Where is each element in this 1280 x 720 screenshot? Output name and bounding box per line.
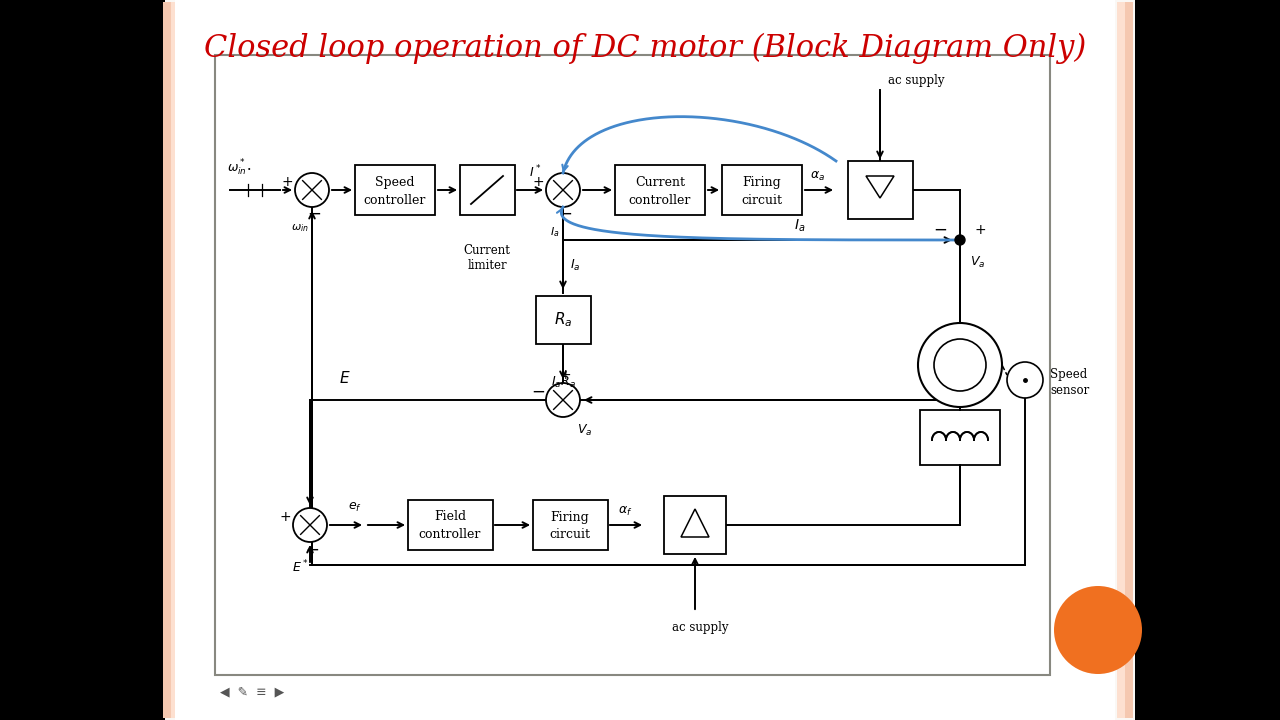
Bar — [664, 496, 726, 554]
Text: Closed loop operation of DC motor (Block Diagram Only): Closed loop operation of DC motor (Block… — [204, 32, 1087, 63]
Circle shape — [1007, 362, 1043, 398]
Text: Firing: Firing — [550, 510, 589, 523]
Circle shape — [293, 508, 326, 542]
Text: +: + — [974, 223, 986, 237]
Text: Current
limiter: Current limiter — [463, 244, 511, 272]
Text: −: − — [531, 383, 545, 401]
Text: $\omega^*_{in}$: $\omega^*_{in}$ — [227, 158, 247, 178]
Text: $\bullet$: $\bullet$ — [246, 165, 252, 171]
Text: Current: Current — [635, 176, 685, 189]
Text: Field: Field — [434, 510, 466, 523]
Text: controller: controller — [419, 528, 481, 541]
Polygon shape — [681, 509, 709, 537]
Text: $I^*$: $I^*$ — [529, 163, 541, 180]
Text: ac supply: ac supply — [888, 73, 945, 86]
Circle shape — [547, 383, 580, 417]
Polygon shape — [867, 176, 893, 198]
Text: $E$: $E$ — [339, 370, 351, 386]
Text: controller: controller — [364, 194, 426, 207]
Text: $\alpha_a$: $\alpha_a$ — [810, 169, 826, 183]
Bar — [172, 2, 175, 718]
Text: −: − — [933, 221, 947, 239]
Text: +: + — [279, 510, 291, 524]
Text: $I_a$: $I_a$ — [550, 225, 559, 239]
Text: $I_a$: $I_a$ — [570, 258, 580, 273]
Bar — [1125, 2, 1133, 718]
Text: +: + — [282, 175, 293, 189]
Text: $e_f$: $e_f$ — [348, 500, 362, 513]
Text: $V_a$: $V_a$ — [970, 254, 986, 269]
Text: $E^*$: $E^*$ — [292, 559, 308, 575]
Text: $V_a$: $V_a$ — [577, 423, 593, 438]
Bar — [1117, 2, 1125, 718]
Text: circuit: circuit — [741, 194, 782, 207]
Circle shape — [547, 173, 580, 207]
Text: $I_a$: $I_a$ — [795, 218, 805, 234]
Bar — [1135, 0, 1280, 720]
Bar — [163, 2, 172, 718]
Text: ◀  ✎  ≡  ▶: ◀ ✎ ≡ ▶ — [220, 685, 284, 698]
Bar — [722, 165, 803, 215]
Text: −: − — [307, 205, 321, 223]
Text: controller: controller — [628, 194, 691, 207]
Text: $I_a R_a$: $I_a R_a$ — [550, 374, 576, 390]
Bar — [614, 165, 705, 215]
Bar — [532, 500, 608, 550]
Bar — [355, 165, 435, 215]
Bar — [920, 410, 1000, 465]
Text: −: − — [558, 205, 572, 223]
Text: −: − — [305, 541, 319, 559]
Bar — [215, 55, 1050, 675]
Text: Speed: Speed — [1050, 367, 1087, 380]
Circle shape — [1053, 586, 1142, 674]
Circle shape — [955, 235, 965, 245]
Bar — [407, 500, 493, 550]
Circle shape — [918, 323, 1002, 407]
Circle shape — [934, 339, 986, 391]
Text: Speed: Speed — [375, 176, 415, 189]
Circle shape — [294, 173, 329, 207]
Text: $R_a$: $R_a$ — [554, 310, 572, 329]
Text: +: + — [559, 368, 571, 382]
Text: sensor: sensor — [1050, 384, 1089, 397]
Bar — [460, 165, 515, 215]
Text: Firing: Firing — [742, 176, 781, 189]
Text: $\alpha_f$: $\alpha_f$ — [618, 505, 632, 518]
Text: ac supply: ac supply — [672, 621, 728, 634]
Bar — [535, 296, 590, 344]
Text: $\omega_{in}$: $\omega_{in}$ — [291, 222, 308, 234]
Bar — [849, 161, 913, 219]
Bar — [175, 0, 1115, 720]
Text: circuit: circuit — [549, 528, 590, 541]
Bar — [0, 0, 165, 720]
Text: +: + — [532, 175, 544, 189]
